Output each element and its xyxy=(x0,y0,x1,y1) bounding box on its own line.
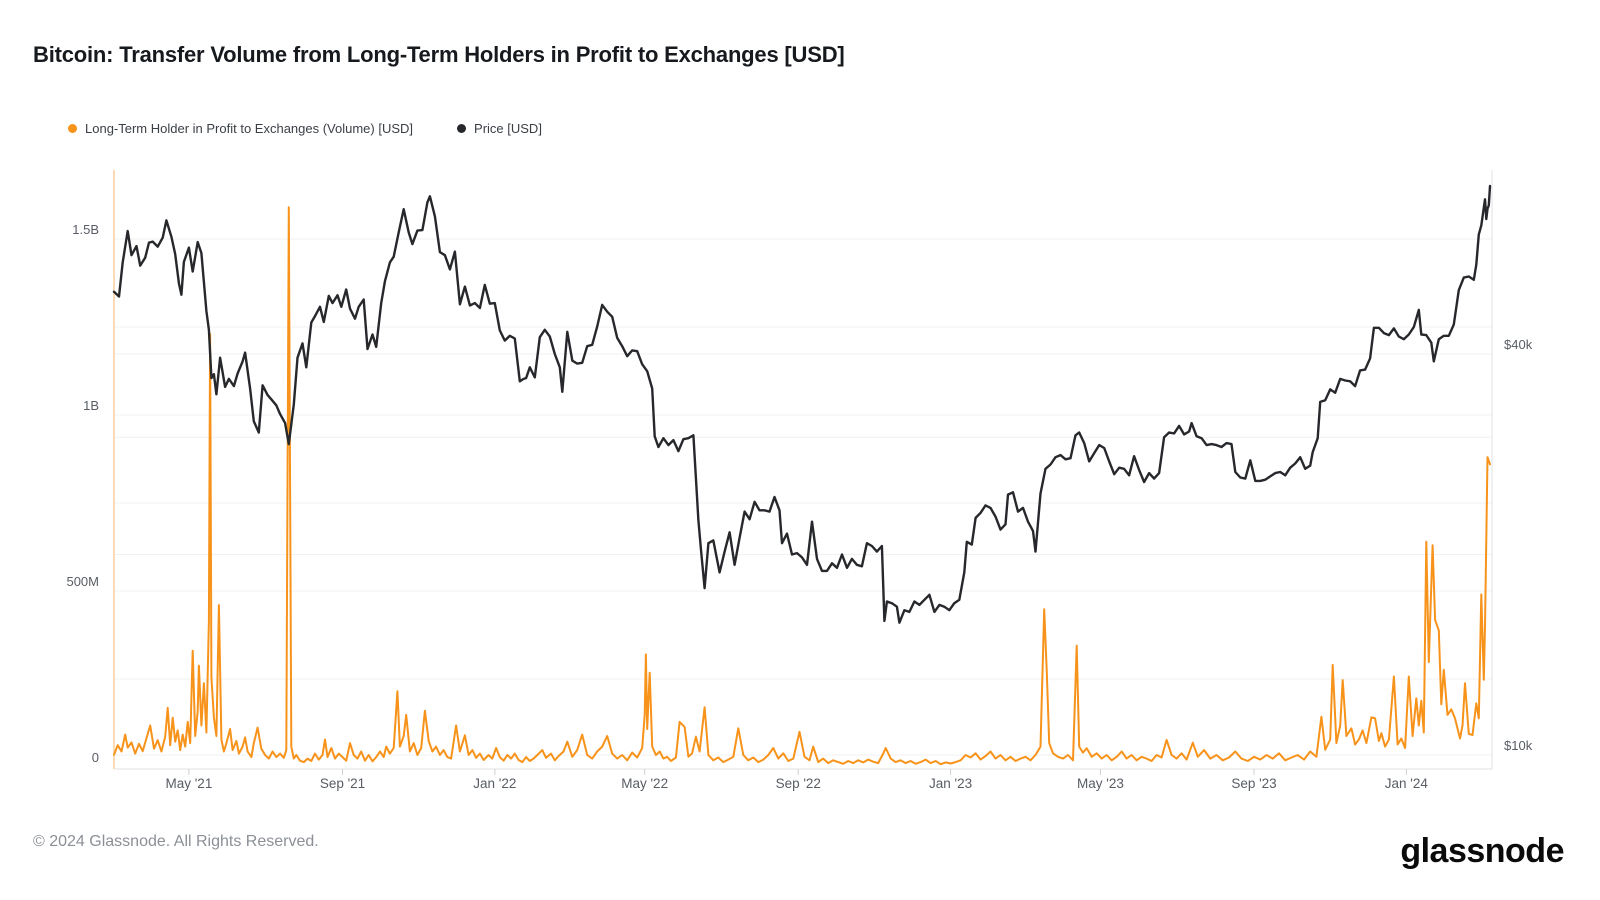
glassnode-logo: glassnode xyxy=(1400,832,1564,870)
legend-item-price[interactable]: Price [USD] xyxy=(457,121,542,136)
plot-borders xyxy=(113,170,1493,775)
y-axis-label-left: 0 xyxy=(91,750,99,765)
y-axis-label-left: 1.5B xyxy=(72,222,99,237)
x-axis-tick-label: Jan '22 xyxy=(473,776,517,791)
legend: Long-Term Holder in Profit to Exchanges … xyxy=(68,121,542,136)
gridlines xyxy=(114,238,1492,756)
price-series-dot-icon xyxy=(457,124,467,133)
x-axis-tick-label: Sep '21 xyxy=(319,776,366,791)
y-axis-label-right: $10k xyxy=(1504,738,1533,753)
price-series-line[interactable] xyxy=(112,184,1492,624)
page-title: Bitcoin: Transfer Volume from Long-Term … xyxy=(33,42,845,67)
series-lines[interactable] xyxy=(112,184,1492,766)
volume-series-line[interactable] xyxy=(113,206,1491,766)
x-axis-tick-label: Sep '23 xyxy=(1231,776,1277,791)
y-axis-label-right: $40k xyxy=(1504,337,1533,353)
x-axis-tick-label: Sep '22 xyxy=(775,776,821,791)
x-axis-tick-label: May '22 xyxy=(621,776,669,791)
legend-label-volume: Long-Term Holder in Profit to Exchanges … xyxy=(85,121,414,136)
y-axis-label-left: 1B xyxy=(83,398,99,413)
y-axis-label-left: 500M xyxy=(66,574,99,589)
x-axis-tick-label: May '21 xyxy=(165,776,213,791)
legend-item-volume[interactable]: Long-Term Holder in Profit to Exchanges … xyxy=(68,121,413,136)
legend-label-price: Price [USD] xyxy=(474,121,542,136)
volume-series-dot-icon xyxy=(68,124,77,133)
x-axis-tick-label: Jan '23 xyxy=(929,776,973,791)
x-axis-tick-label: May '23 xyxy=(1076,776,1124,791)
copyright-text: © 2024 Glassnode. All Rights Reserved. xyxy=(33,833,319,850)
x-axis-tick-label: Jan '24 xyxy=(1384,776,1428,791)
